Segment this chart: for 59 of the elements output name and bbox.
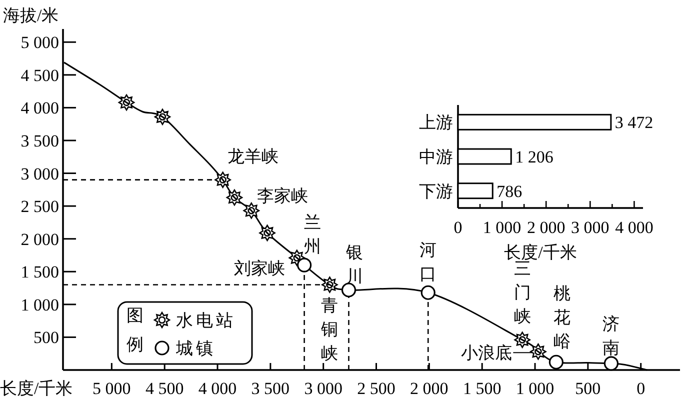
point	[154, 108, 171, 126]
annotation: 小浪底	[461, 344, 512, 363]
point	[530, 343, 546, 360]
y-tick-label: 3 500	[20, 131, 59, 150]
x-tick-label: 1 000	[516, 379, 554, 398]
y-tick-label: 下游	[419, 182, 453, 201]
annotation: 李家峡	[256, 186, 308, 206]
x-axis-title: 长度/千米	[0, 379, 73, 398]
point	[243, 202, 260, 219]
legend-label: 水电站	[176, 311, 236, 330]
x-tick-label: 1 500	[462, 379, 502, 398]
x-tick-label: 500	[575, 379, 601, 398]
point	[420, 285, 436, 300]
x-tick-label: 2 000	[526, 218, 566, 237]
point	[296, 258, 312, 272]
point	[259, 224, 276, 242]
y-axis-title: 海拔/米	[3, 6, 59, 25]
data-label: 1 206	[515, 148, 554, 166]
data-label: 786	[496, 182, 522, 201]
legend-title: 图例	[126, 306, 144, 354]
x-tick-label: 2 500	[357, 379, 396, 398]
point	[322, 276, 338, 293]
point	[214, 172, 231, 188]
x-tick-label: 5 000	[92, 379, 131, 398]
annotation: 兰州	[304, 213, 321, 256]
annotation: 龙羊峡	[227, 146, 278, 166]
y-tick-label: 1 500	[20, 262, 59, 282]
y-tick-label: 4 500	[20, 66, 59, 85]
annotation: 刘家峡	[234, 258, 285, 278]
y-tick-label: 4 000	[20, 98, 59, 118]
point	[514, 332, 530, 348]
data-label: 3 472	[614, 113, 654, 132]
y-tick-label: 上游	[419, 113, 453, 132]
x-tick-label: 4 500	[145, 379, 184, 398]
y-tick-label: 2 500	[20, 197, 59, 216]
point	[226, 189, 243, 206]
y-tick-label: 5 000	[20, 33, 59, 52]
annotation: 银川	[345, 242, 364, 286]
x-tick-label: 1 000	[482, 218, 522, 237]
x-tick-label: 4 000	[198, 379, 237, 398]
annotation: 桃花峪	[554, 284, 571, 352]
annotation: 河口	[420, 240, 437, 284]
y-tick-label: 3 000	[20, 164, 59, 184]
y-tick-label: 中游	[419, 148, 453, 166]
annotation: 济南	[602, 314, 620, 358]
point	[604, 356, 619, 371]
y-tick-label: 500	[34, 328, 59, 348]
point	[118, 94, 135, 111]
x-tick-label: 3 000	[304, 379, 342, 398]
x-tick-label: 3 000	[571, 218, 610, 237]
point	[548, 354, 564, 370]
annotation: 青铜峡	[320, 296, 338, 363]
x-tick-label: 0	[636, 379, 646, 398]
x-tick-label: 4 000	[615, 218, 654, 237]
point	[341, 282, 356, 298]
x-tick-label: 3 500	[251, 379, 290, 398]
x-tick-label: 0	[454, 218, 462, 237]
legend-label: 城镇	[175, 339, 216, 358]
y-tick-label: 1 000	[20, 295, 59, 314]
